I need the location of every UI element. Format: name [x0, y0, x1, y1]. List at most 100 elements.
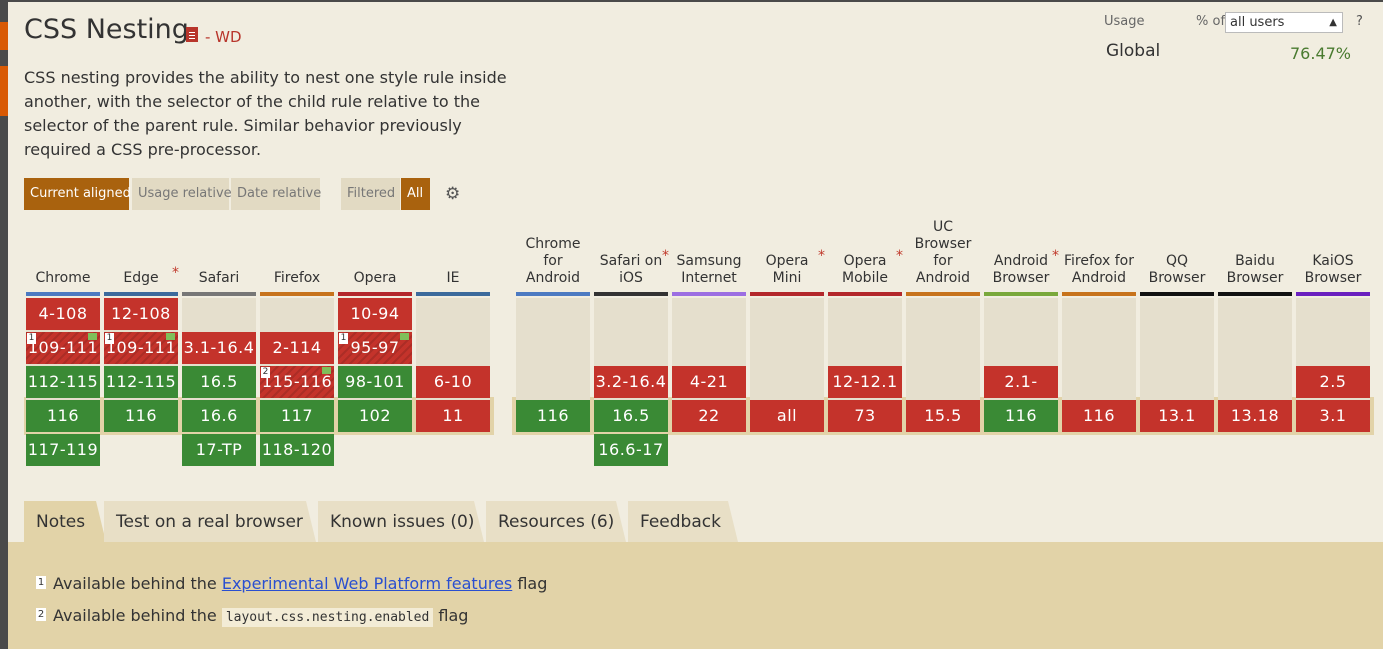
- support-cell[interactable]: 2-114: [260, 332, 334, 364]
- tab-test-on-real-browser[interactable]: Test on a real browser: [104, 501, 316, 542]
- support-cell[interactable]: 95-97 1: [338, 332, 412, 364]
- note-number: 1: [27, 333, 36, 344]
- version-range: 2-114: [272, 338, 322, 357]
- support-cell[interactable]: 3.1-16.4: [182, 332, 256, 364]
- browser-color-line: [1296, 292, 1370, 296]
- browser-header-safari-on-ios[interactable]: Safari on iOS: [599, 253, 663, 286]
- support-cell[interactable]: 109-111 1: [26, 332, 100, 364]
- version-range: 109-111: [105, 338, 177, 357]
- tab-resources[interactable]: Resources (6): [486, 501, 626, 542]
- support-cell[interactable]: 11: [416, 400, 490, 432]
- experimental-features-link[interactable]: Experimental Web Platform features: [221, 574, 513, 593]
- support-cell[interactable]: all: [750, 400, 824, 432]
- version-range: 3.1-16.4: [183, 338, 255, 357]
- version-range: 12-108: [111, 304, 171, 323]
- version-range: 118-120: [261, 440, 333, 459]
- version-range: 4-21: [689, 372, 729, 391]
- support-cell[interactable]: 16.5: [182, 366, 256, 398]
- browser-color-line: [182, 292, 256, 296]
- support-cell[interactable]: 116: [984, 400, 1058, 432]
- browser-header-android-browser[interactable]: Android Browser: [992, 253, 1050, 286]
- support-cell[interactable]: 15.5: [906, 400, 980, 432]
- support-cell[interactable]: 116: [26, 400, 100, 432]
- support-cell[interactable]: 117: [260, 400, 334, 432]
- browser-header-chrome[interactable]: Chrome: [35, 270, 91, 286]
- version-range: 3.1: [1319, 406, 1347, 425]
- browser-header-kaios-browser[interactable]: KaiOS Browser: [1304, 253, 1362, 286]
- note-number: 2: [261, 367, 270, 378]
- support-cell[interactable]: 117-119: [26, 434, 100, 466]
- document-icon[interactable]: [186, 27, 198, 42]
- usage-relative-button[interactable]: Usage relative: [132, 178, 232, 210]
- left-frame: [0, 0, 8, 649]
- version-range: 116: [536, 406, 570, 425]
- browser-header-baidu-browser[interactable]: Baidu Browser: [1226, 253, 1284, 286]
- version-range: 116: [1082, 406, 1116, 425]
- notes-star-icon: *: [896, 248, 903, 264]
- browser-header-firefox[interactable]: Firefox: [273, 270, 321, 286]
- support-cell[interactable]: 109-111 1: [104, 332, 178, 364]
- support-cell[interactable]: 2.1-4.4.4: [984, 366, 1058, 423]
- tab-feedback[interactable]: Feedback: [628, 501, 738, 542]
- version-range: 112-115: [27, 372, 99, 391]
- browser-header-chrome-for-android[interactable]: Chrome for Android: [525, 236, 581, 286]
- date-relative-button[interactable]: Date relative: [231, 178, 321, 210]
- version-range: 11: [442, 406, 464, 425]
- current-aligned-button[interactable]: Current aligned: [24, 178, 131, 210]
- support-cell[interactable]: 102: [338, 400, 412, 432]
- support-cell[interactable]: 10-94: [338, 298, 412, 330]
- browser-header-qq-browser[interactable]: QQ Browser: [1148, 253, 1206, 286]
- help-link[interactable]: ?: [1356, 14, 1363, 29]
- browser-header-samsung-internet[interactable]: Samsung Internet: [676, 253, 742, 286]
- support-cell[interactable]: 98-101: [338, 366, 412, 398]
- browser-header-safari[interactable]: Safari: [198, 270, 240, 286]
- all-button[interactable]: All: [401, 178, 430, 210]
- support-cell[interactable]: 13.1: [1140, 400, 1214, 432]
- browser-color-line: [1218, 292, 1292, 296]
- support-cell[interactable]: 116: [516, 400, 590, 432]
- support-cell[interactable]: 16.6-17: [594, 434, 668, 466]
- tab-notes[interactable]: Notes: [24, 501, 106, 542]
- browser-header-uc-browser-for-android[interactable]: UC Browser for Android: [914, 219, 972, 286]
- support-cell[interactable]: 116: [104, 400, 178, 432]
- browser-color-line: [828, 292, 902, 296]
- note-1: 1 Available behind the Experimental Web P…: [36, 574, 547, 593]
- support-cell[interactable]: 3.2-16.4: [594, 366, 668, 398]
- support-cell[interactable]: 4-21: [672, 366, 746, 398]
- support-cell[interactable]: 16.6: [182, 400, 256, 432]
- browser-header-opera-mobile[interactable]: Opera Mobile: [842, 253, 888, 286]
- users-select[interactable]: all users ▲︎: [1225, 12, 1343, 33]
- support-cell[interactable]: 4-108: [26, 298, 100, 330]
- support-cell[interactable]: 12-108: [104, 298, 178, 330]
- current-version-row: [24, 397, 494, 435]
- support-cell[interactable]: 3.1: [1296, 400, 1370, 432]
- support-cell[interactable]: 17-TP: [182, 434, 256, 466]
- flag-icon: [166, 333, 175, 340]
- support-cell[interactable]: 2.5: [1296, 366, 1370, 398]
- browser-header-opera[interactable]: Opera: [353, 270, 397, 286]
- notes-star-icon: *: [818, 248, 825, 264]
- support-cell[interactable]: 118-120: [260, 434, 334, 466]
- support-cell[interactable]: 13.18: [1218, 400, 1292, 432]
- browser-header-edge[interactable]: Edge: [123, 270, 159, 286]
- support-cell[interactable]: 116: [1062, 400, 1136, 432]
- browser-header-ie[interactable]: IE: [446, 270, 460, 286]
- browser-header-opera-mini[interactable]: Opera Mini: [765, 253, 809, 286]
- support-cell[interactable]: 16.5: [594, 400, 668, 432]
- browser-color-line: [260, 292, 334, 296]
- support-cell[interactable]: 115-116 2: [260, 366, 334, 398]
- browser-color-line: [1140, 292, 1214, 296]
- version-range: 116: [124, 406, 158, 425]
- support-cell[interactable]: 12-12.1: [828, 366, 902, 398]
- support-cell[interactable]: 73: [828, 400, 902, 432]
- support-cell[interactable]: 6-10: [416, 366, 490, 398]
- tab-known-issues[interactable]: Known issues (0): [318, 501, 484, 542]
- version-range: 12-12.1: [832, 372, 898, 391]
- filtered-button[interactable]: Filtered: [341, 178, 400, 210]
- support-cell[interactable]: 22: [672, 400, 746, 432]
- support-cell[interactable]: 112-115: [26, 366, 100, 398]
- spec-status[interactable]: - WD: [205, 28, 242, 46]
- support-cell[interactable]: 112-115: [104, 366, 178, 398]
- gear-icon[interactable]: ⚙: [445, 184, 461, 204]
- browser-header-firefox-for-android[interactable]: Firefox for Android: [1063, 253, 1135, 286]
